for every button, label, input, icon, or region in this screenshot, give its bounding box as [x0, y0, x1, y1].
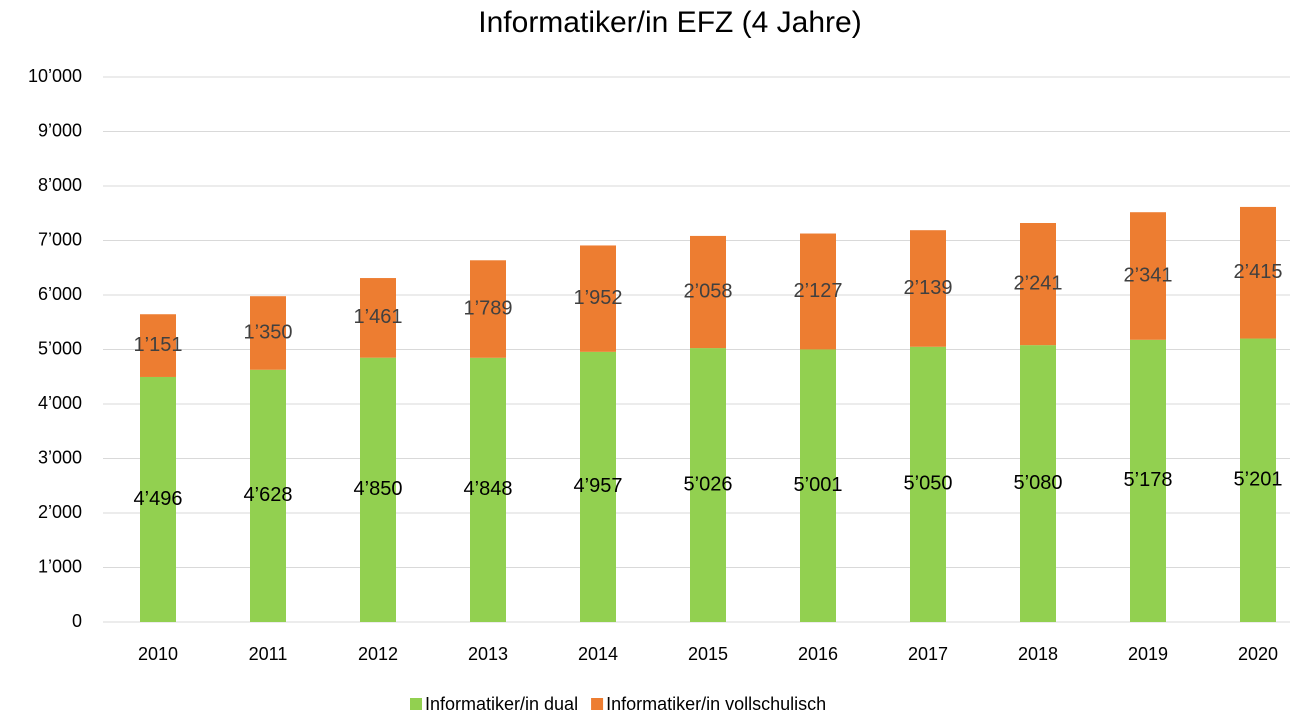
y-tick-label: 10’000 — [28, 66, 82, 86]
data-label: 2’415 — [1234, 261, 1283, 283]
data-label: 2’139 — [904, 277, 953, 299]
bar-segment — [250, 369, 286, 622]
y-tick-label: 9’000 — [38, 120, 82, 140]
y-tick-label: 2’000 — [38, 502, 82, 522]
x-tick-label: 2012 — [358, 644, 398, 664]
bar-segment — [910, 230, 946, 347]
y-tick-label: 6’000 — [38, 284, 82, 304]
x-tick-label: 2019 — [1128, 644, 1168, 664]
data-label: 1’350 — [244, 321, 293, 343]
x-tick-label: 2020 — [1238, 644, 1278, 664]
bar-segment — [800, 233, 836, 350]
x-tick-label: 2013 — [468, 644, 508, 664]
x-tick-label: 2011 — [249, 644, 288, 664]
x-tick-label: 2017 — [908, 644, 948, 664]
data-label: 5’201 — [1234, 469, 1283, 491]
data-label: 5’080 — [1014, 472, 1063, 494]
bar-segment — [800, 349, 836, 622]
x-tick-label: 2015 — [688, 644, 728, 664]
data-label: 5’178 — [1124, 469, 1173, 491]
data-label: 5’026 — [684, 473, 733, 495]
bar-segment — [690, 235, 726, 349]
bar-segment — [360, 278, 396, 358]
data-label: 1’789 — [464, 297, 513, 319]
data-label: 1’952 — [574, 287, 623, 309]
y-tick-label: 0 — [72, 611, 82, 631]
bar-segment — [1020, 345, 1056, 622]
legend-swatch — [591, 698, 604, 710]
y-tick-label: 8’000 — [38, 175, 82, 195]
y-tick-label: 4’000 — [38, 393, 82, 413]
x-tick-label: 2018 — [1018, 644, 1058, 664]
bar-segment — [250, 296, 286, 370]
data-label: 4’496 — [134, 488, 183, 510]
data-label: 4’848 — [464, 478, 513, 500]
data-label: 2’341 — [1124, 264, 1173, 286]
legend-label: Informatiker/in dual — [425, 694, 578, 714]
bar-segment — [140, 314, 176, 377]
data-label: 1’461 — [354, 306, 403, 328]
data-label: 2’241 — [1014, 272, 1063, 294]
bar-segment — [1020, 223, 1056, 346]
bar-segment — [580, 245, 616, 352]
bar-segment — [1130, 212, 1166, 340]
y-tick-label: 7’000 — [38, 229, 82, 249]
legend-swatch — [410, 698, 422, 710]
bar-segment — [1240, 206, 1276, 339]
bar-segment — [360, 357, 396, 622]
legend-label: Informatiker/in vollschulisch — [606, 694, 826, 714]
data-label: 4’850 — [354, 478, 403, 500]
y-tick-label: 5’000 — [38, 338, 82, 358]
bar-segment — [1130, 339, 1166, 622]
bar-segment — [140, 376, 176, 622]
y-tick-label: 3’000 — [38, 447, 82, 467]
data-label: 4’628 — [244, 484, 293, 506]
bar-segment — [910, 346, 946, 622]
data-label: 2’127 — [794, 280, 843, 302]
x-tick-label: 2010 — [138, 644, 178, 664]
bar-segment — [690, 348, 726, 622]
data-label: 5’050 — [904, 473, 953, 495]
data-label: 2’058 — [684, 280, 733, 302]
x-tick-label: 2014 — [578, 644, 618, 664]
data-label: 4’957 — [574, 475, 623, 497]
bar-segment — [580, 351, 616, 622]
bar-segment — [1240, 338, 1276, 622]
x-tick-label: 2016 — [798, 644, 838, 664]
y-tick-label: 1’000 — [38, 556, 82, 576]
chart-title: Informatiker/in EFZ (4 Jahre) — [478, 6, 861, 39]
bar-segment — [470, 260, 506, 358]
bar-segment — [470, 357, 506, 622]
data-label: 1’151 — [134, 334, 183, 356]
data-label: 5’001 — [794, 474, 843, 496]
